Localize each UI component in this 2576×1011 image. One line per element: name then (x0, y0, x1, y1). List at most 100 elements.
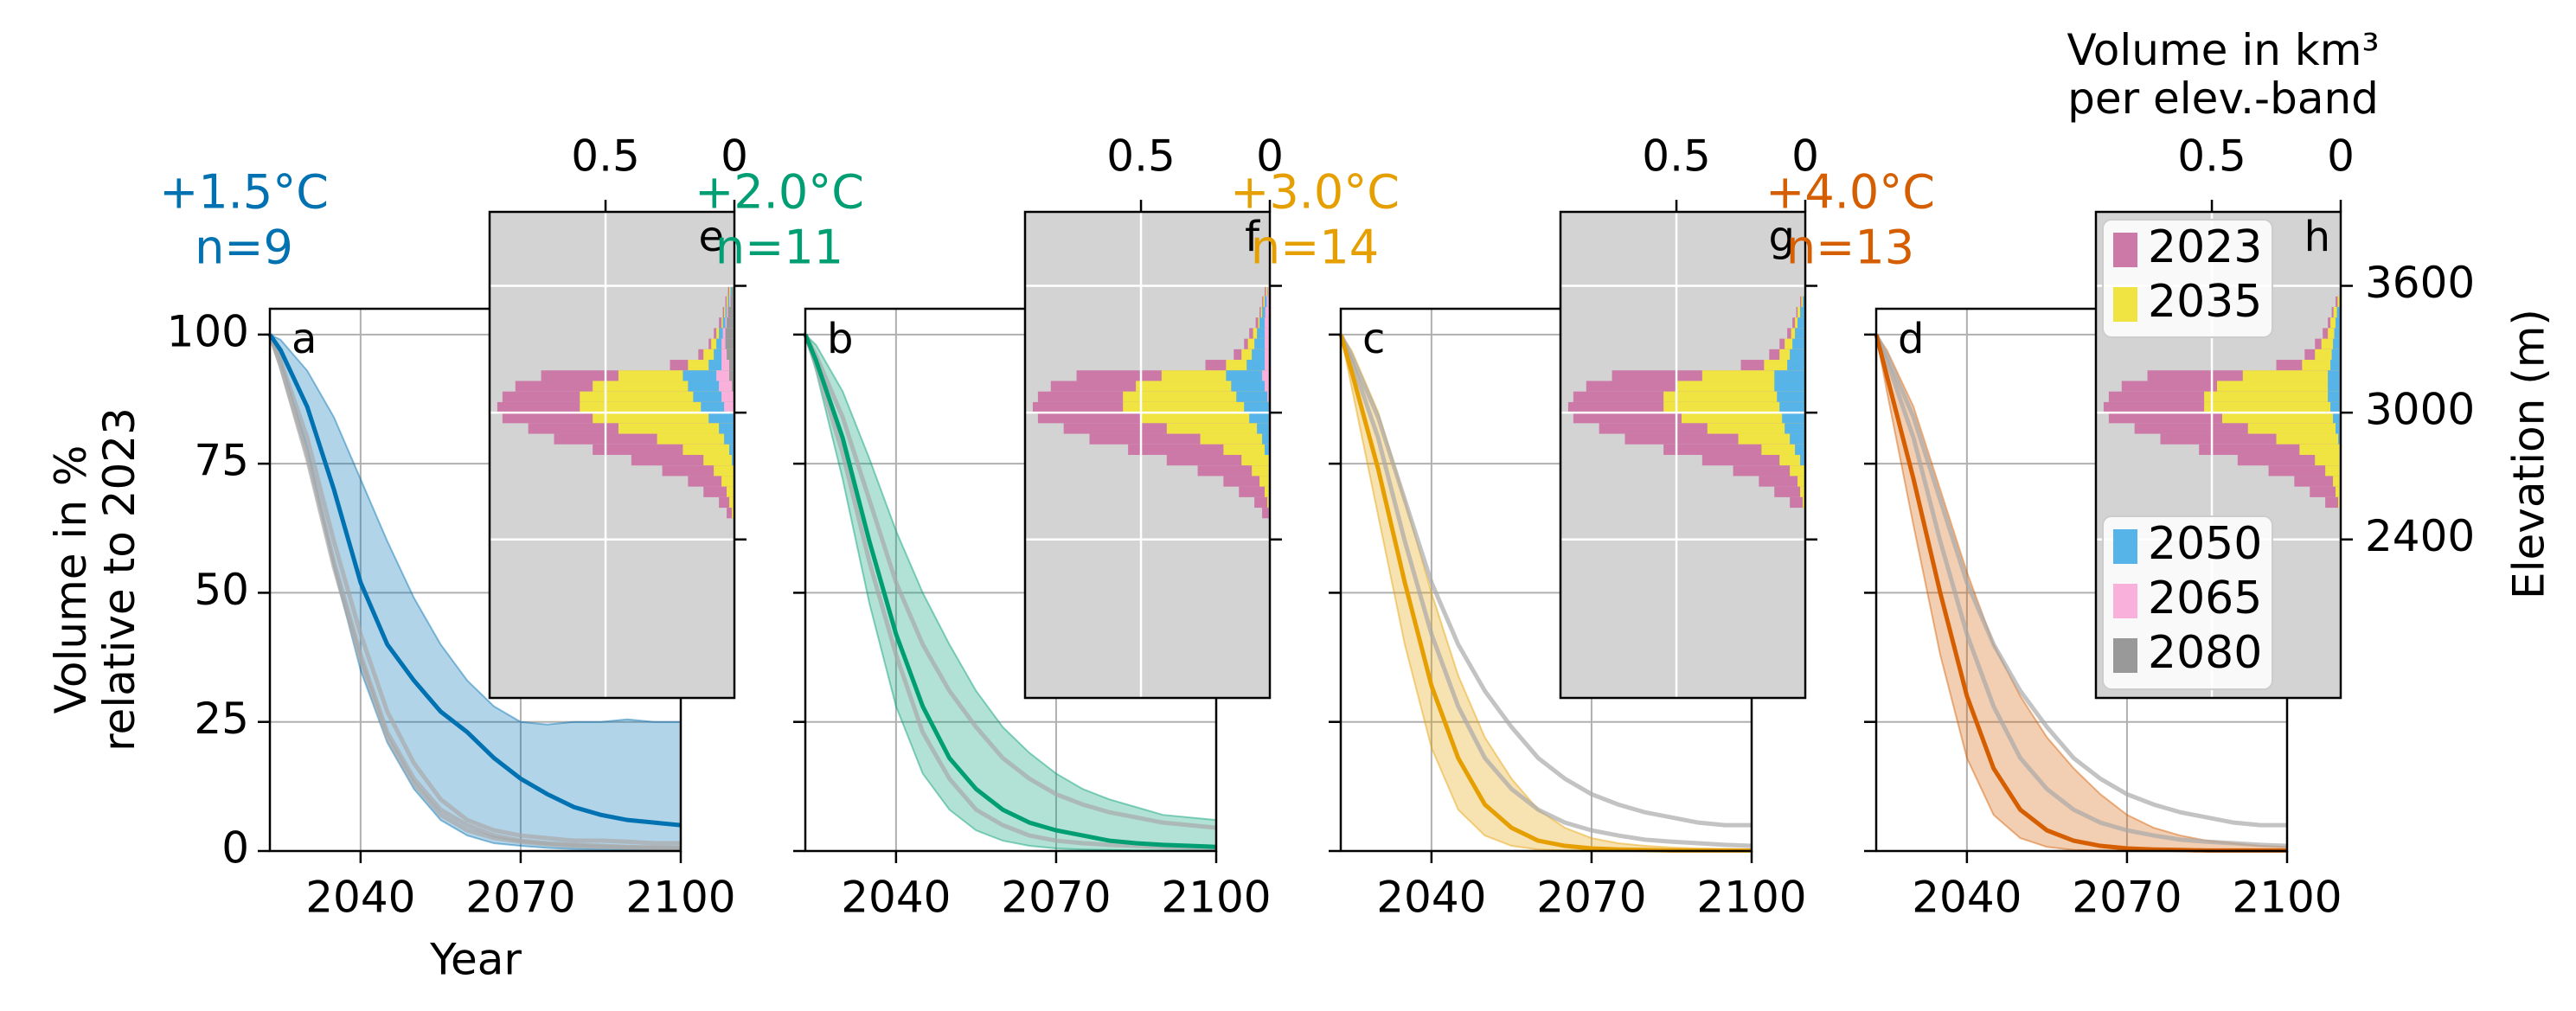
volume-bar-2050 (1257, 423, 1270, 434)
volume-bar-2035 (580, 401, 734, 413)
volume-bar-2080 (725, 338, 734, 349)
volume-bar-2023 (727, 508, 734, 519)
panel-letter: c (1362, 315, 1385, 363)
volume-bar-2050 (719, 423, 734, 434)
y-tick-label: 100 (167, 306, 249, 356)
volume-bar-2035 (721, 476, 734, 487)
volume-bar-2023 (1774, 486, 1805, 497)
volume-bar-2035 (1779, 455, 1805, 466)
y-axis-label: Volume in %relative to 2023 (46, 407, 144, 752)
volume-bar-2080 (727, 349, 734, 361)
volume-bar-2080 (727, 317, 734, 329)
legend-swatch-2050 (2113, 529, 2137, 564)
volume-bar-2035 (703, 455, 734, 466)
volume-bar-2035 (1800, 486, 1805, 497)
legend-label-2035: 2035 (2148, 276, 2262, 328)
volume-bar-2035 (1790, 465, 1805, 477)
volume-bar-2050 (1236, 391, 1270, 402)
volume-bar-2035 (1761, 444, 1805, 455)
scenario-label: +3.0°C (1230, 165, 1400, 220)
panel-letter: d (1898, 315, 1924, 363)
volume-bar-2035 (1265, 486, 1270, 497)
volume-bar-2050 (1790, 349, 1805, 361)
volume-bar-2050 (1790, 433, 1805, 445)
volume-bar-2035 (1797, 476, 1805, 487)
inset-x-tick-label: 0 (1256, 131, 1284, 182)
volume-bar-2050 (1244, 401, 1270, 413)
volume-bar-2035 (2333, 476, 2341, 487)
volume-bar-2035 (1166, 423, 1270, 434)
volume-bar-2050 (1797, 317, 1805, 329)
legend-swatch-2080 (2113, 638, 2137, 673)
inset-axes-frame (2094, 210, 2342, 700)
volume-bar-2050 (2336, 306, 2341, 318)
volume-bar-2035 (593, 413, 734, 424)
volume-bar-2050 (1800, 306, 1805, 318)
volume-bar-2035 (1707, 423, 1805, 434)
volume-bar-2050 (2328, 381, 2341, 392)
inset-x-tick-label: 0.5 (1642, 131, 1711, 182)
legend-label-2065: 2065 (2148, 573, 2262, 624)
volume-bar-2035 (1223, 444, 1270, 455)
x-tick-label: 2040 (1912, 873, 2022, 923)
volume-bar-2035 (714, 465, 734, 477)
volume-bar-2035 (1123, 391, 1270, 402)
volume-bar-2035 (1200, 433, 1270, 445)
volume-bar-2035 (2247, 423, 2341, 434)
other-scenario-line (1874, 333, 2287, 828)
volume-bar-2035 (2315, 455, 2341, 466)
volume-bar-2050 (1262, 433, 1270, 445)
volume-bar-2035 (1663, 391, 1805, 402)
volume-bar-2035 (1241, 455, 1270, 466)
scenario-n-label: n=9 (195, 221, 293, 275)
volume-bar-2065 (1265, 338, 1270, 349)
volume-bar-2023 (2325, 496, 2341, 509)
scenario-n-label: n=14 (1251, 221, 1379, 275)
volume-bar-2065 (1265, 317, 1270, 329)
volume-bar-2050 (2336, 317, 2341, 329)
volume-bar-2050 (1774, 381, 1805, 392)
x-tick-label: 2070 (1536, 873, 1646, 923)
other-scenario-line (803, 333, 1217, 830)
volume-bar-2050 (1785, 423, 1805, 434)
volume-bar-2035 (729, 496, 734, 509)
volume-bar-2023 (1254, 496, 1270, 509)
volume-bar-2035 (1803, 496, 1805, 509)
scenario-label: +2.0°C (695, 165, 864, 220)
volume-bar-2035 (2204, 401, 2341, 413)
volume-bar-2023 (1733, 465, 1805, 477)
legend-label-2023: 2023 (2148, 221, 2262, 273)
other-scenario-line (267, 334, 682, 851)
y-tick-label: 75 (194, 436, 249, 486)
volume-bar-2023 (2310, 486, 2341, 497)
inset-x-tick-label: 0 (721, 131, 748, 182)
volume-bar-2035 (682, 444, 734, 455)
median-line (803, 333, 1217, 849)
volume-bar-2050 (729, 444, 734, 455)
volume-bar-2035 (2336, 486, 2341, 497)
volume-bar-2050 (1795, 444, 1805, 455)
volume-bar-2050 (1265, 444, 1270, 455)
x-axis-label: Year (429, 935, 522, 985)
volume-bar-2065 (1265, 328, 1270, 339)
volume-bar-2050 (2333, 413, 2341, 424)
volume-bar-2050 (1782, 413, 1805, 424)
other-scenario-line (1874, 333, 2288, 848)
volume-bar-2035 (1141, 413, 1270, 424)
volume-bar-2050 (2331, 349, 2341, 361)
volume-bar-2035 (2221, 413, 2341, 424)
volume-bar-2035 (2217, 381, 2341, 392)
inset-y-tick-label: 3600 (2365, 258, 2475, 308)
y-tick-label: 25 (194, 694, 249, 744)
inset-axes-frame (488, 210, 736, 700)
volume-bar-2065 (1265, 381, 1270, 392)
volume-bar-2050 (1777, 391, 1805, 402)
y-tick-label: 0 (221, 823, 249, 873)
volume-bar-2080 (730, 296, 734, 307)
x-tick-label: 2070 (2072, 873, 2182, 923)
inset-letter: g (1769, 213, 1795, 261)
volume-bar-2050 (1787, 360, 1805, 371)
other-scenario-line (1338, 333, 1753, 848)
volume-bar-2035 (1252, 465, 1270, 477)
